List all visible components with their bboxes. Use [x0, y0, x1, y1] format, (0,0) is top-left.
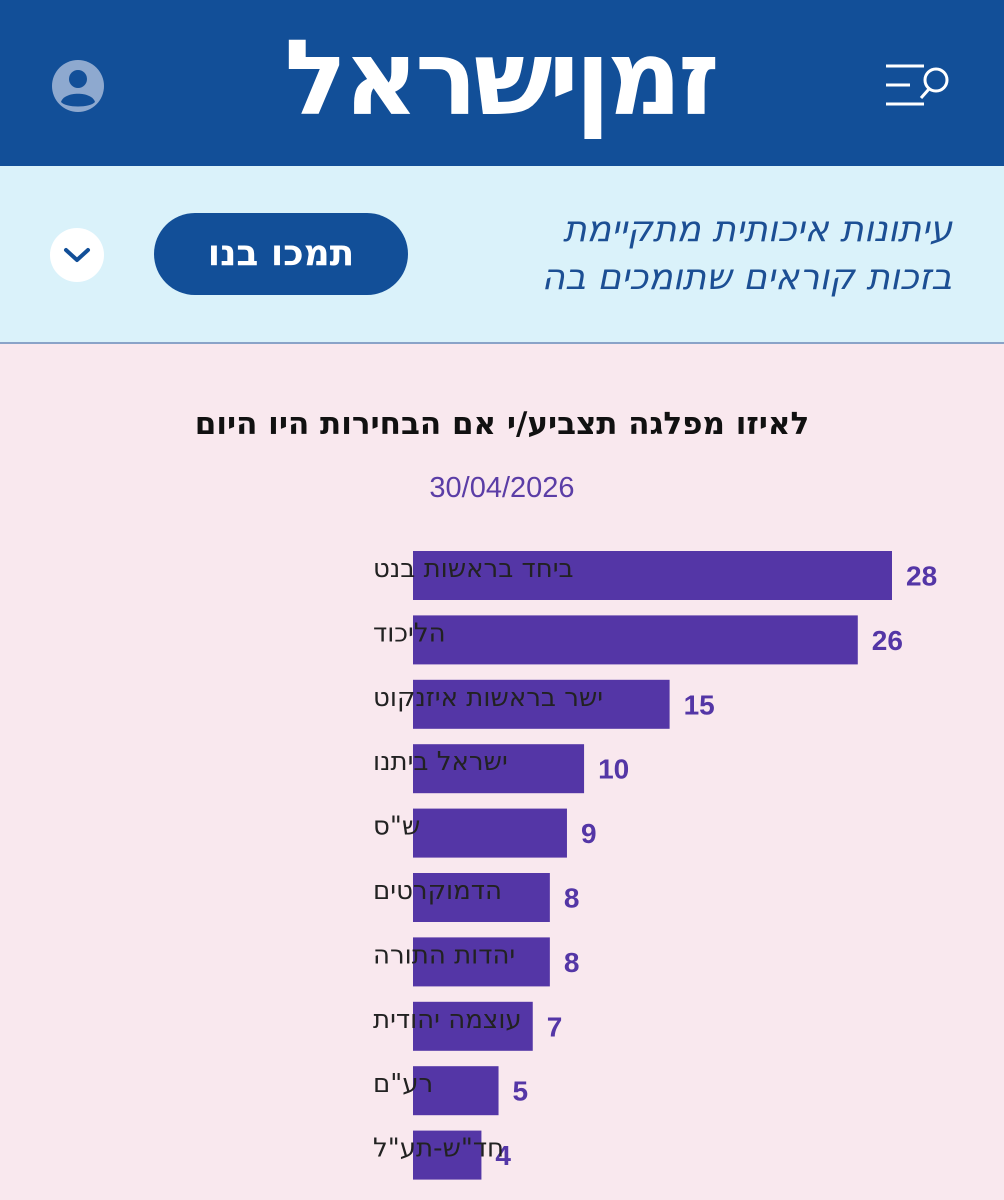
bar-value-label: 7 — [547, 1011, 563, 1042]
site-header: זמןישראל — [0, 0, 1004, 166]
bar-value-label: 8 — [564, 883, 580, 914]
banner-line-1: עיתונות איכותית מתקיימת — [562, 209, 952, 250]
category-label: ישר בראשות איזנקוט — [373, 683, 603, 713]
bar-7 — [413, 1001, 533, 1051]
category-label: רע"ם — [373, 1069, 433, 1099]
bar-2 — [413, 679, 670, 729]
bar-1 — [413, 615, 858, 665]
support-us-button[interactable]: תמכו בנו — [154, 213, 408, 295]
bar-value-label: 10 — [598, 754, 629, 785]
banner-message: עיתונות איכותית מתקיימת בזכות קוראים שתו… — [432, 206, 952, 302]
bar-value-label: 5 — [513, 1076, 529, 1107]
category-label: יהדות התורה — [373, 940, 515, 970]
bar-3 — [413, 744, 585, 794]
category-label: ישראל ביתנו — [373, 747, 508, 777]
bar-6 — [413, 937, 550, 987]
category-label: ביחד בראשות בנט — [373, 554, 574, 584]
bar-9 — [413, 1130, 482, 1180]
bar-4 — [413, 808, 567, 858]
bar-value-label: 26 — [872, 625, 903, 656]
bar-value-label: 4 — [495, 1140, 511, 1171]
category-label: ש"ס — [373, 812, 420, 842]
chevron-down-icon — [64, 248, 90, 262]
menu-search-icon[interactable] — [884, 60, 954, 110]
category-label: עוצמה יהודית — [373, 1005, 522, 1035]
bar-8 — [413, 1066, 499, 1116]
bar-value-label: 8 — [564, 947, 580, 978]
bar-value-label: 9 — [581, 818, 597, 849]
chart-date: 30/04/2026 — [429, 472, 575, 504]
category-label: הליכוד — [373, 618, 446, 648]
category-label: חד"ש-תע"ל — [373, 1134, 504, 1164]
site-logo[interactable]: זמןישראל — [284, 17, 719, 139]
user-avatar-icon[interactable] — [52, 60, 104, 112]
bar-value-label: 28 — [906, 561, 937, 592]
category-label: הדמוקרטים — [373, 876, 502, 906]
expand-banner-button[interactable] — [50, 228, 104, 282]
banner-line-2: בזכות קוראים שתומכים בה — [541, 257, 952, 298]
bar-5 — [413, 873, 550, 922]
bar-value-label: 15 — [684, 689, 715, 720]
chart-title: לאיזו מפלגה תצביע/י אם הבחירות היו היום — [194, 406, 810, 442]
bar-0 — [413, 551, 892, 600]
